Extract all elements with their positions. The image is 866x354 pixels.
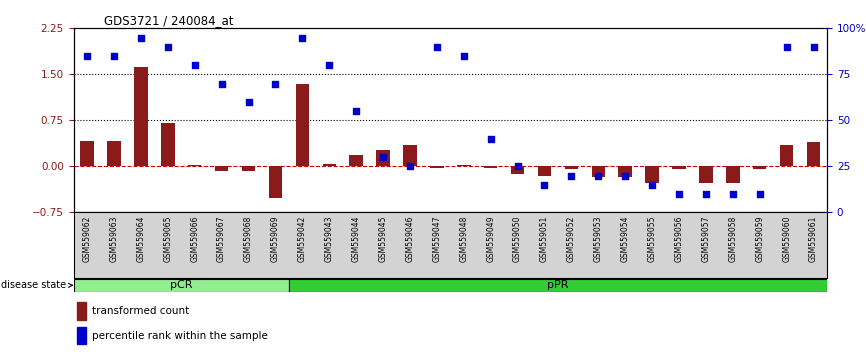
Bar [565,166,578,170]
Point [81,53,94,59]
Point [511,164,525,169]
Point [618,173,632,178]
Bar [295,84,309,166]
Text: GSM559042: GSM559042 [298,216,307,262]
Bar [591,166,605,177]
Point [268,81,282,86]
Text: GSM559069: GSM559069 [271,216,280,262]
Text: transformed count: transformed count [92,306,189,316]
Text: GSM559068: GSM559068 [244,216,253,262]
Point [376,154,390,160]
Bar [81,141,94,166]
Point [242,99,255,105]
Bar [807,142,820,166]
Text: GSM559065: GSM559065 [164,216,172,262]
Text: GSM559067: GSM559067 [217,216,226,262]
Text: GSM559052: GSM559052 [567,216,576,262]
Point [188,62,202,68]
Text: pPR: pPR [547,280,569,290]
Text: GSM559051: GSM559051 [540,216,549,262]
Bar [349,155,363,166]
Bar [538,166,552,176]
Text: GSM559045: GSM559045 [378,216,388,262]
Point [349,108,363,114]
Point [538,182,552,188]
Text: GSM559060: GSM559060 [782,216,792,262]
Point [672,191,686,197]
Bar [753,166,766,169]
Bar [134,67,147,166]
Point [699,191,713,197]
Bar [404,145,417,166]
Point [295,35,309,40]
Text: GDS3721 / 240084_at: GDS3721 / 240084_at [104,14,233,27]
Bar [511,166,524,174]
Text: GSM559053: GSM559053 [594,216,603,262]
Text: pCR: pCR [170,280,192,290]
Bar [645,166,659,183]
Bar [780,145,793,166]
Bar [726,166,740,183]
Point [753,191,766,197]
Bar [430,166,443,168]
Bar [289,279,827,292]
Point [107,53,121,59]
Point [457,53,471,59]
Text: disease state: disease state [2,280,73,290]
Bar [322,164,336,166]
Point [484,136,498,142]
Point [565,173,578,178]
Point [591,173,605,178]
Bar [107,141,120,166]
Bar [618,166,632,177]
Text: percentile rank within the sample: percentile rank within the sample [92,331,268,341]
Bar [77,302,87,320]
Point [726,191,740,197]
Bar [77,327,87,344]
Text: GSM559057: GSM559057 [701,216,710,262]
Bar [457,165,470,166]
Point [322,62,336,68]
Point [430,44,443,50]
Bar [377,150,390,166]
Text: GSM559062: GSM559062 [82,216,92,262]
Bar [672,166,686,169]
Text: GSM559064: GSM559064 [136,216,145,262]
Bar [161,124,175,166]
Text: GSM559048: GSM559048 [459,216,469,262]
Bar [699,166,713,183]
Text: GSM559059: GSM559059 [755,216,765,262]
Text: GSM559046: GSM559046 [405,216,415,262]
Point [779,44,793,50]
Point [403,164,417,169]
Point [134,35,148,40]
Text: GSM559061: GSM559061 [809,216,818,262]
Point [645,182,659,188]
Text: GSM559047: GSM559047 [432,216,442,262]
Point [215,81,229,86]
Text: GSM559044: GSM559044 [352,216,360,262]
Bar [215,166,229,171]
Bar [242,166,255,171]
Text: GSM559056: GSM559056 [675,216,683,262]
Bar [268,166,282,198]
Text: GSM559066: GSM559066 [191,216,199,262]
Bar [74,279,289,292]
Text: GSM559058: GSM559058 [728,216,737,262]
Text: GSM559049: GSM559049 [486,216,495,262]
Bar [188,165,202,166]
Point [806,44,820,50]
Text: GSM559050: GSM559050 [513,216,522,262]
Text: GSM559054: GSM559054 [621,216,630,262]
Text: GSM559043: GSM559043 [325,216,333,262]
Text: GSM559055: GSM559055 [648,216,656,262]
Bar [484,166,497,168]
Point [161,44,175,50]
Text: GSM559063: GSM559063 [109,216,119,262]
